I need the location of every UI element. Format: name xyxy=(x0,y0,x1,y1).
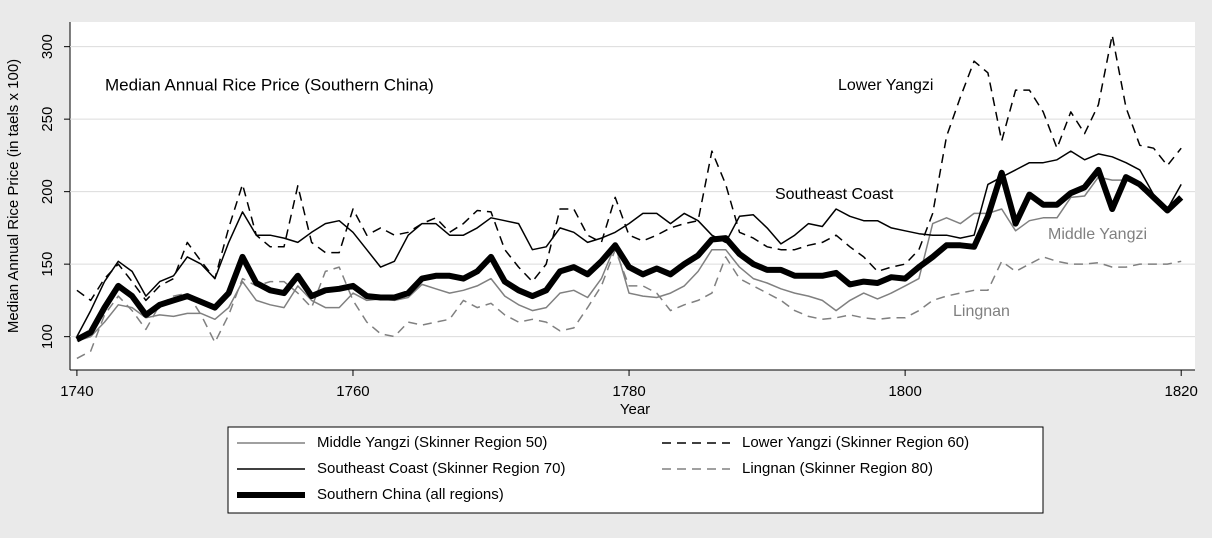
annotation: Median Annual Rice Price (Southern China… xyxy=(105,75,434,94)
annotation: Lingnan xyxy=(953,303,1010,320)
x-tick-label: 1760 xyxy=(336,383,369,400)
legend-label: Middle Yangzi (Skinner Region 50) xyxy=(317,434,547,451)
legend-label: Lingnan (Skinner Region 80) xyxy=(742,460,933,477)
y-tick-label: 200 xyxy=(39,179,56,204)
x-axis-title: Year xyxy=(620,401,650,418)
series-line xyxy=(76,248,1182,360)
series-line xyxy=(75,166,1184,343)
x-tick-label: 1820 xyxy=(1165,383,1198,400)
series-line xyxy=(76,34,1182,302)
legend-box xyxy=(227,426,1044,514)
legend-label: Southern China (all regions) xyxy=(317,486,504,503)
series-line xyxy=(76,176,1182,342)
x-tick-label: 1800 xyxy=(888,383,921,400)
x-tick-label: 1780 xyxy=(612,383,645,400)
annotation: Middle Yangzi xyxy=(1048,226,1147,243)
legend-label: Lower Yangzi (Skinner Region 60) xyxy=(742,434,969,451)
y-tick-label: 300 xyxy=(39,34,56,59)
annotation: Lower Yangzi xyxy=(838,77,933,94)
y-tick-label: 150 xyxy=(39,252,56,277)
y-axis-title: Median Annual Rice Price (in taels x 100… xyxy=(5,59,22,333)
y-tick-label: 100 xyxy=(39,324,56,349)
x-tick-label: 1740 xyxy=(60,383,93,400)
annotation: Southeast Coast xyxy=(775,186,894,203)
y-tick-label: 250 xyxy=(39,107,56,132)
legend-label: Southeast Coast (Skinner Region 70) xyxy=(317,460,565,477)
